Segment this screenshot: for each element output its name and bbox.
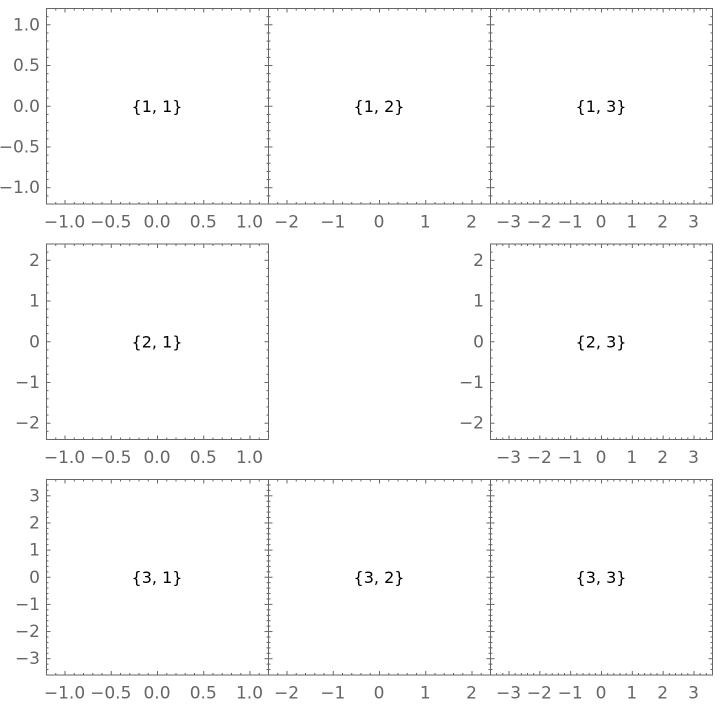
- x-tick-label: 0: [374, 213, 385, 233]
- x-tick-label: 1.0: [236, 684, 263, 704]
- x-tick-label: 0.5: [190, 684, 217, 704]
- x-tick-label: −0.5: [90, 213, 131, 233]
- x-tick-label: −1: [558, 213, 583, 233]
- x-tick-label: 0.0: [143, 213, 170, 233]
- x-tick-label: 0: [596, 684, 607, 704]
- x-tick-label: 1: [626, 448, 637, 468]
- y-tick-label: 1.0: [13, 15, 40, 35]
- y-tick-label: 1: [29, 541, 40, 561]
- x-tick-label: −3: [496, 448, 521, 468]
- x-tick-label: −3: [496, 684, 521, 704]
- x-tick-label: −1: [320, 213, 345, 233]
- y-tick-label: −1: [459, 373, 484, 393]
- y-tick-label: 0: [473, 332, 484, 352]
- y-tick-label: 0: [29, 332, 40, 352]
- x-tick-label: −0.5: [90, 448, 131, 468]
- x-tick-label: 2: [466, 684, 477, 704]
- x-tick-label: −1: [558, 684, 583, 704]
- x-tick-label: 0: [374, 684, 385, 704]
- x-tick-label: −2: [274, 684, 299, 704]
- x-tick-label: 1: [420, 684, 431, 704]
- y-tick-label: −0.5: [0, 137, 40, 157]
- x-tick-label: −1.0: [44, 213, 85, 233]
- x-tick-label: 1.0: [236, 448, 263, 468]
- x-tick-label: 1.0: [236, 213, 263, 233]
- y-tick-label: −3: [15, 649, 40, 669]
- y-tick-label: 3: [29, 486, 40, 506]
- x-tick-label: −2: [527, 213, 552, 233]
- panel-label: {3, 1}: [132, 568, 183, 587]
- panel-label: {2, 1}: [132, 332, 183, 351]
- x-tick-label: −1: [558, 448, 583, 468]
- x-tick-label: −0.5: [90, 684, 131, 704]
- x-tick-label: 0: [596, 448, 607, 468]
- x-tick-label: 2: [657, 213, 668, 233]
- y-tick-label: 2: [473, 251, 484, 271]
- y-tick-label: −2: [459, 414, 484, 434]
- x-tick-label: 0.5: [190, 448, 217, 468]
- panel-label: {1, 1}: [132, 97, 183, 116]
- panel-1-2: −2 −1 0 1 2 {1, 2}: [268, 8, 491, 233]
- y-tick-label: −1: [15, 595, 40, 615]
- x-tick-label: 2: [466, 213, 477, 233]
- x-tick-label: −1.0: [44, 684, 85, 704]
- x-tick-label: −2: [527, 684, 552, 704]
- panel-2-1: −1.0 −0.5 0.0 0.5 1.0 −2 −1 0 1 2 {2, 1}: [15, 243, 269, 468]
- x-tick-label: −3: [496, 213, 521, 233]
- x-tick-label: −2: [274, 213, 299, 233]
- panel-3-3: −3 −2 −1 0 1 2 3 {3, 3}: [490, 479, 713, 704]
- y-tick-label: −2: [15, 414, 40, 434]
- x-tick-label: 1: [420, 213, 431, 233]
- y-tick-label: 1: [473, 292, 484, 312]
- panel-1-1: −1.0 −0.5 0.0 0.5 1.0−1.0−0.50.00.51.0{1, 1}: [0, 8, 269, 233]
- panel-label: {1, 3}: [576, 97, 627, 116]
- x-tick-label: 3: [688, 684, 699, 704]
- y-tick-label: 0.5: [13, 56, 40, 76]
- y-tick-label: 0: [29, 568, 40, 588]
- panel-label: {1, 2}: [354, 97, 405, 116]
- x-tick-label: −1: [320, 684, 345, 704]
- x-tick-label: 1: [626, 213, 637, 233]
- panel-label: {3, 3}: [576, 568, 627, 587]
- y-tick-label: 2: [29, 251, 40, 271]
- x-tick-label: 1: [626, 684, 637, 704]
- x-tick-label: 0.5: [190, 213, 217, 233]
- panel-3-2: −2 −1 0 1 2 {3, 2}: [268, 479, 491, 704]
- x-tick-label: 0: [596, 213, 607, 233]
- y-tick-label: 2: [29, 513, 40, 533]
- x-tick-label: 0.0: [143, 684, 170, 704]
- y-tick-label: −2: [15, 622, 40, 642]
- x-tick-label: 3: [688, 448, 699, 468]
- panel-3-1: −1.0 −0.5 0.0 0.5 1.0 −3 −2 −1 0 1 2 3 {3, 1}: [15, 479, 269, 704]
- y-tick-label: −1.0: [0, 178, 40, 198]
- x-tick-label: 3: [688, 213, 699, 233]
- y-tick-label: 0.0: [13, 97, 40, 117]
- x-tick-label: 2: [657, 684, 668, 704]
- panel-label: {3, 2}: [354, 568, 405, 587]
- panel-label: {2, 3}: [576, 332, 627, 351]
- x-tick-label: −2: [527, 448, 552, 468]
- x-tick-label: 2: [657, 448, 668, 468]
- x-tick-label: 0.0: [143, 448, 170, 468]
- y-tick-label: −1: [15, 373, 40, 393]
- panel-1-3: −3 −2 −1 0 1 2 3 {1, 3}: [490, 8, 713, 233]
- x-tick-label: −1.0: [44, 448, 85, 468]
- y-tick-label: 1: [29, 292, 40, 312]
